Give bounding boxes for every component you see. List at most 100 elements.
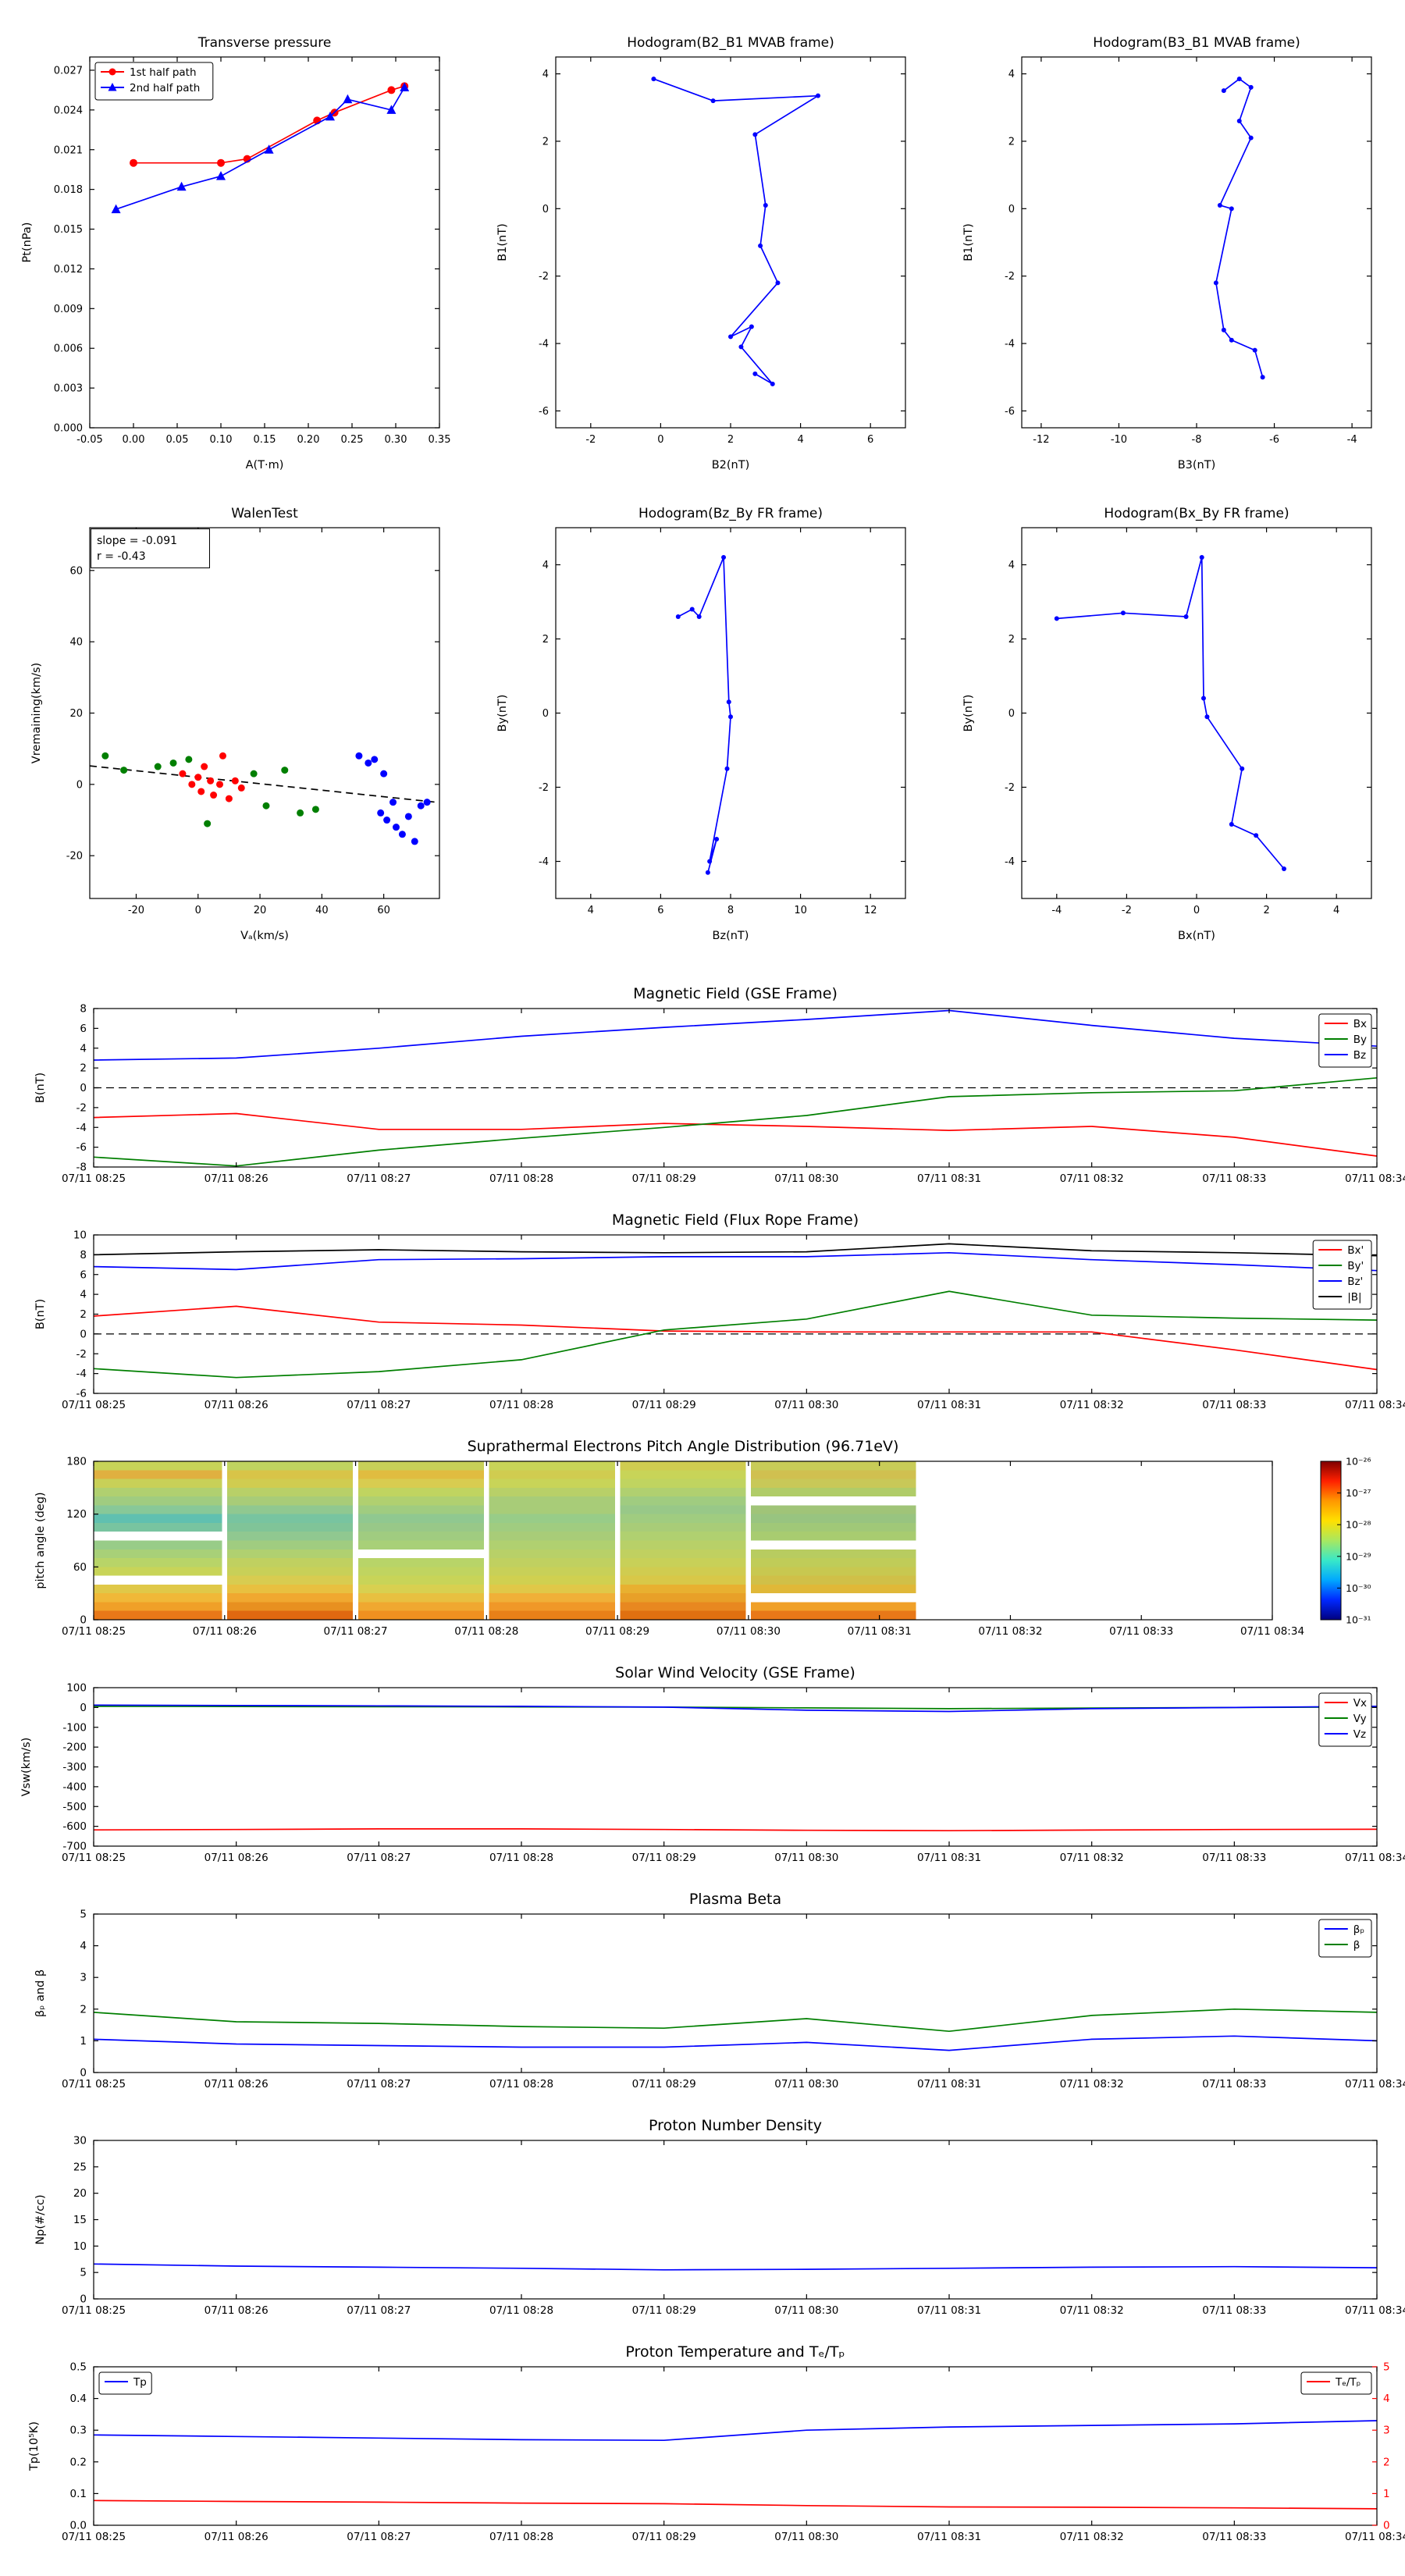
marker-circle: [380, 770, 388, 777]
y-tick-label: 2: [1008, 634, 1015, 646]
mag-fr-ylabel: B(nT): [34, 1299, 47, 1329]
marker-circle: [194, 774, 202, 781]
x-tick-label: 12: [864, 905, 877, 916]
marker-triangle: [400, 82, 410, 92]
marker-circle: [770, 381, 775, 386]
x-tick-label: 20: [254, 905, 267, 916]
heatmap-cell: [489, 1558, 615, 1567]
marker-circle: [197, 788, 205, 795]
marker-circle: [297, 809, 304, 817]
heatmap-cell: [357, 1558, 484, 1567]
y-tick-label: 2: [542, 634, 549, 646]
y-tick-label: -4: [539, 339, 549, 350]
marker-circle: [721, 555, 727, 560]
marker-circle: [411, 838, 418, 845]
x-tick-label: 4: [588, 905, 594, 916]
marker-circle: [724, 766, 730, 771]
heatmap-cell: [94, 1610, 222, 1620]
marker-circle: [216, 781, 224, 788]
heatmap-cell: [751, 1593, 916, 1603]
heatmap-cell: [489, 1514, 615, 1523]
x-tick-label: 07/11 08:26: [205, 2531, 269, 2543]
temp-title: Proton Temperature and Tₑ/Tₚ: [625, 2343, 845, 2361]
legend-label: By': [1347, 1260, 1364, 1272]
marker-circle: [365, 759, 372, 767]
x-tick-label: 07/11 08:33: [1202, 1399, 1266, 1411]
y-tick-label: -500: [62, 1801, 87, 1813]
marker-circle: [377, 809, 385, 817]
panel-magnetic-field-gse: 07/11 08:25 07/11 08:26 07/11 08:27 07/11 0…: [0, 980, 1405, 1203]
marker-triangle: [325, 111, 335, 121]
x-tick-label: 07/11 08:33: [1202, 2078, 1266, 2090]
x-tick-label: 07/11 08:31: [917, 1172, 981, 1185]
marker-circle: [201, 763, 208, 770]
beta-ylabel: βₚ and β: [34, 1969, 47, 2017]
x-tick-label: 0.20: [297, 434, 320, 446]
y-tick-label: 4: [80, 1940, 87, 1952]
beta-title: Plasma Beta: [689, 1891, 781, 1908]
y-tick-label: 20: [69, 708, 83, 720]
heatmap-cell: [751, 1532, 916, 1541]
heatmap-cell: [94, 1602, 222, 1611]
y-tick-label: 0: [80, 2067, 87, 2080]
panel-hodogram-bzby: 4 6 8 10 12 -4 -2 0 2 4 Hodogram(Bz_By FR frame) Bz…: [478, 490, 923, 947]
x-tick-label: 07/11 08:26: [205, 1172, 269, 1185]
colorbar-tick-label: 10⁻³⁰: [1346, 1582, 1371, 1594]
heatmap-cell: [227, 1478, 354, 1488]
y-tick-label: 5: [80, 1909, 87, 1921]
heatmap-cell: [357, 1514, 484, 1523]
walen-test-note: [91, 528, 210, 568]
x-tick-label: 07/11 08:33: [1202, 1172, 1266, 1185]
heatmap-cell: [357, 1496, 484, 1506]
heatmap-cell: [357, 1584, 484, 1594]
heatmap-cell: [489, 1532, 615, 1541]
legend-label: Vz: [1353, 1728, 1366, 1741]
heatmap-cell: [94, 1540, 222, 1550]
temp-legend-0: [98, 2371, 152, 2395]
temp-legend-1: [1300, 2371, 1372, 2395]
heatmap-cell: [620, 1540, 746, 1550]
legend-label: Tₑ/Tₚ: [1335, 2376, 1361, 2389]
x-tick-label: 4: [1333, 905, 1339, 916]
legend-label: Bx: [1353, 1018, 1367, 1030]
y-tick-label: -4: [76, 1368, 87, 1380]
heatmap-cell: [94, 1593, 222, 1603]
walen-test-title: WalenTest: [231, 506, 298, 521]
heatmap-cell: [94, 1558, 222, 1567]
x-tick-label: 07/11 08:25: [62, 2531, 126, 2543]
heatmap-cell: [620, 1514, 746, 1523]
x-tick-label: 07/11 08:30: [774, 2531, 838, 2543]
marker-circle: [1204, 714, 1210, 720]
right-y-tick-label: 5: [1383, 2361, 1390, 2374]
series-Np: [93, 2263, 1378, 2271]
heatmap-cell: [357, 1549, 484, 1559]
hodogram-bzby-title: Hodogram(Bz_By FR frame): [638, 506, 823, 521]
x-tick-label: 0.35: [429, 434, 451, 446]
y-tick-label: 20: [73, 2187, 87, 2200]
marker-circle: [816, 93, 820, 98]
panel-hodogram-b2b1: -2 0 2 4 6 -6 -4 -2 0 2 4 Hodogram(B2_B1 MVAB frame…: [478, 20, 923, 476]
marker-circle: [179, 770, 187, 777]
y-tick-label: 0: [1008, 708, 1015, 720]
y-tick-label: 2: [1008, 136, 1015, 148]
heatmap-cell: [620, 1549, 746, 1559]
axes-frame: [93, 2366, 1378, 2526]
y-tick-label: 0.006: [54, 343, 83, 355]
axes-frame: [93, 1461, 1273, 1621]
heatmap-cell: [489, 1584, 615, 1594]
y-tick-label: -2: [76, 1348, 87, 1361]
heatmap-cell: [357, 1487, 484, 1497]
right-y-tick-label: 2: [1383, 2456, 1390, 2468]
heatmap-cell: [620, 1505, 746, 1514]
heatmap-cell: [751, 1567, 916, 1576]
y-tick-label: -8: [76, 1162, 87, 1174]
vsw-title: Solar Wind Velocity (GSE Frame): [615, 1664, 855, 1681]
heatmap-cell: [357, 1610, 484, 1620]
transverse-pressure-title: Transverse pressure: [197, 35, 332, 51]
x-tick-label: 07/11 08:33: [1109, 1625, 1173, 1638]
heatmap-cell: [357, 1461, 484, 1471]
y-tick-label: 60: [73, 1561, 87, 1574]
heatmap-cell: [489, 1540, 615, 1550]
x-tick-label: 07/11 08:28: [454, 1625, 518, 1638]
marker-circle: [707, 859, 713, 864]
